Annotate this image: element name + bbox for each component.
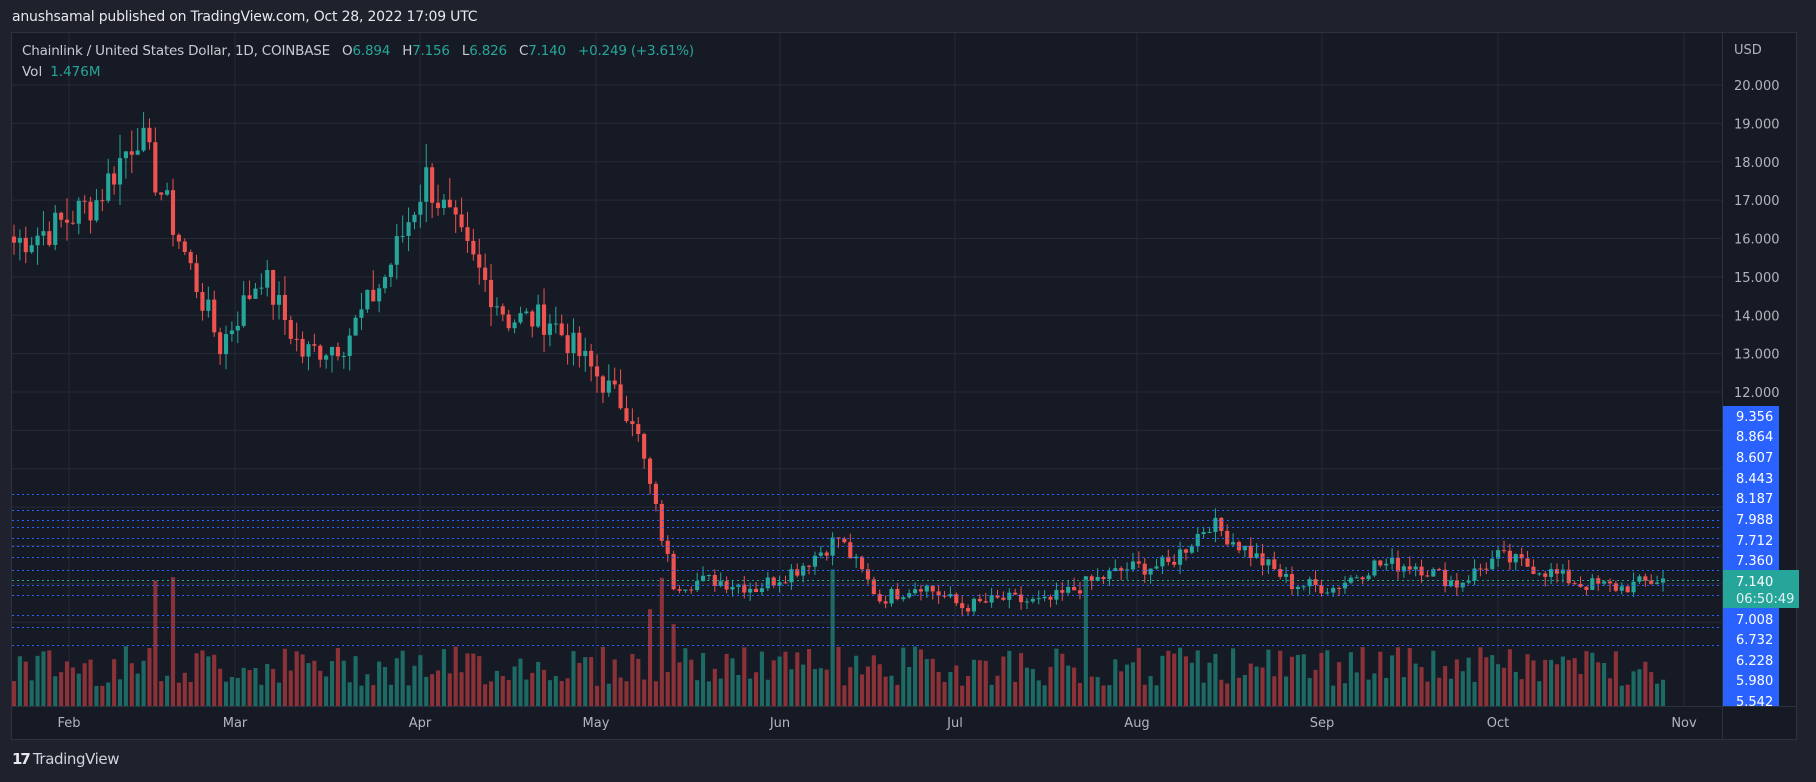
open-label: O bbox=[342, 43, 353, 59]
svg-text:17.000: 17.000 bbox=[1734, 194, 1780, 209]
high-label: H bbox=[402, 43, 413, 59]
svg-text:15.000: 15.000 bbox=[1734, 271, 1780, 286]
svg-text:7.140: 7.140 bbox=[1736, 575, 1773, 590]
volume-value: 1.476M bbox=[50, 64, 101, 80]
svg-text:16.000: 16.000 bbox=[1734, 233, 1780, 248]
svg-text:7.360: 7.360 bbox=[1736, 554, 1773, 569]
svg-text:USD: USD bbox=[1734, 43, 1762, 58]
tradingview-brand: TradingView bbox=[32, 750, 120, 768]
svg-text:Oct: Oct bbox=[1487, 716, 1509, 731]
svg-text:Jul: Jul bbox=[946, 716, 963, 731]
svg-text:18.000: 18.000 bbox=[1734, 156, 1780, 171]
svg-text:5.542: 5.542 bbox=[1736, 695, 1773, 710]
svg-text:19.000: 19.000 bbox=[1734, 117, 1780, 132]
low-label: L bbox=[461, 43, 470, 59]
tradingview-footer[interactable]: 17 TradingView bbox=[12, 750, 120, 768]
low-value: 6.826 bbox=[469, 43, 507, 59]
svg-text:6.228: 6.228 bbox=[1736, 654, 1773, 669]
svg-text:8.864: 8.864 bbox=[1736, 430, 1773, 445]
close-label: C bbox=[519, 43, 529, 59]
close-value: 7.140 bbox=[528, 43, 566, 59]
svg-text:6.732: 6.732 bbox=[1736, 633, 1773, 648]
svg-text:Sep: Sep bbox=[1310, 716, 1335, 731]
svg-text:Nov: Nov bbox=[1671, 716, 1697, 731]
svg-text:Mar: Mar bbox=[223, 716, 248, 731]
symbol-title: Chainlink / United States Dollar, 1D, CO… bbox=[22, 43, 330, 59]
svg-text:14.000: 14.000 bbox=[1734, 309, 1780, 324]
svg-text:13.000: 13.000 bbox=[1734, 348, 1780, 363]
svg-text:9.356: 9.356 bbox=[1736, 410, 1773, 425]
svg-text:06:50:49: 06:50:49 bbox=[1736, 592, 1794, 607]
svg-text:Jun: Jun bbox=[769, 716, 790, 731]
svg-text:8.607: 8.607 bbox=[1736, 451, 1773, 466]
svg-text:7.712: 7.712 bbox=[1736, 534, 1773, 549]
high-value: 7.156 bbox=[412, 43, 450, 59]
volume-label: Vol bbox=[22, 64, 43, 80]
tradingview-logo-icon: 17 bbox=[12, 750, 31, 768]
svg-text:12.000: 12.000 bbox=[1734, 386, 1780, 401]
svg-text:20.000: 20.000 bbox=[1734, 79, 1780, 94]
svg-text:7.008: 7.008 bbox=[1736, 613, 1773, 628]
symbol-legend: Chainlink / United States Dollar, 1D, CO… bbox=[22, 43, 694, 59]
svg-text:8.187: 8.187 bbox=[1736, 492, 1773, 507]
svg-text:Apr: Apr bbox=[409, 716, 432, 731]
volume-legend: Vol 1.476M bbox=[22, 64, 101, 80]
svg-text:May: May bbox=[583, 716, 610, 731]
publisher-caption: anushsamal published on TradingView.com,… bbox=[12, 9, 478, 25]
svg-text:5.980: 5.980 bbox=[1736, 674, 1773, 689]
svg-text:8.443: 8.443 bbox=[1736, 472, 1773, 487]
svg-text:7.988: 7.988 bbox=[1736, 513, 1773, 528]
svg-text:Feb: Feb bbox=[57, 716, 80, 731]
open-value: 6.894 bbox=[352, 43, 391, 59]
svg-text:Aug: Aug bbox=[1124, 716, 1149, 731]
change-value: +0.249 (+3.61%) bbox=[577, 43, 694, 59]
